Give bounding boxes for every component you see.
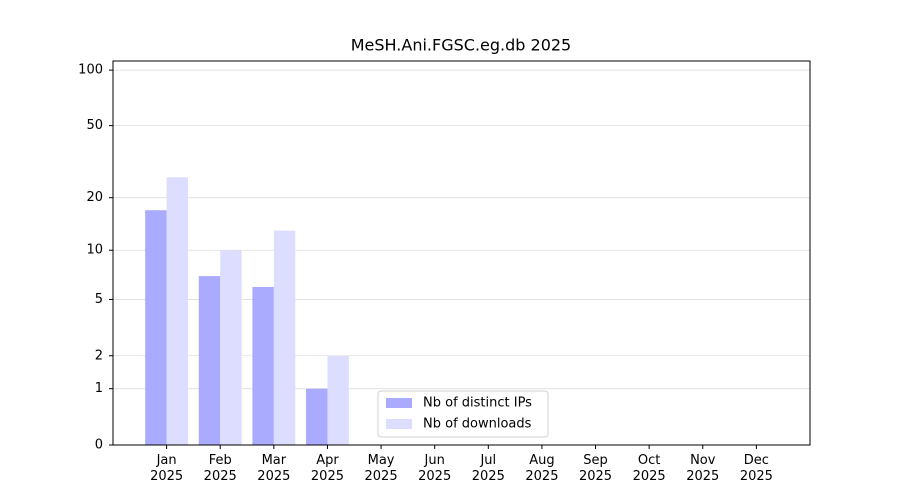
x-tick-label: Oct 2025 bbox=[632, 453, 666, 484]
bar bbox=[145, 210, 167, 445]
x-tick-label: Nov 2025 bbox=[686, 453, 720, 484]
x-tick-label: Apr 2025 bbox=[310, 453, 344, 484]
y-tick-label: 10 bbox=[86, 243, 103, 258]
y-tick-label: 50 bbox=[86, 118, 103, 133]
x-tick-label: Feb 2025 bbox=[203, 453, 237, 484]
bar bbox=[306, 388, 328, 445]
x-tick-label: Jul 2025 bbox=[471, 453, 505, 484]
x-tick-label: Jun 2025 bbox=[418, 453, 452, 484]
y-tick-label: 0 bbox=[95, 438, 103, 453]
legend-box bbox=[377, 390, 549, 438]
x-tick-label: Aug 2025 bbox=[525, 453, 559, 484]
x-tick-label: Dec 2025 bbox=[739, 453, 773, 484]
chart-title: MeSH.Ani.FGSC.eg.db 2025 bbox=[351, 36, 571, 55]
y-tick-label: 20 bbox=[86, 190, 103, 205]
legend-label: Nb of distinct IPs bbox=[423, 396, 532, 411]
y-tick-label: 5 bbox=[95, 292, 103, 307]
bar bbox=[198, 276, 221, 445]
y-tick-label: 2 bbox=[95, 348, 103, 363]
x-tick-label: Jan 2025 bbox=[150, 453, 184, 484]
plot-frame bbox=[112, 60, 811, 446]
legend-swatch bbox=[386, 398, 412, 408]
legend-label: Nb of downloads bbox=[423, 417, 532, 432]
y-tick-label: 100 bbox=[78, 63, 103, 78]
bar bbox=[166, 177, 189, 446]
bar bbox=[252, 286, 274, 445]
bar bbox=[327, 355, 349, 445]
x-tick-label: Mar 2025 bbox=[257, 453, 291, 484]
bar bbox=[273, 230, 296, 445]
x-tick-label: May 2025 bbox=[364, 453, 398, 484]
x-tick-label: Sep 2025 bbox=[578, 453, 613, 484]
bar bbox=[220, 250, 242, 445]
y-tick-label: 1 bbox=[95, 381, 103, 396]
legend-swatch bbox=[386, 419, 412, 429]
